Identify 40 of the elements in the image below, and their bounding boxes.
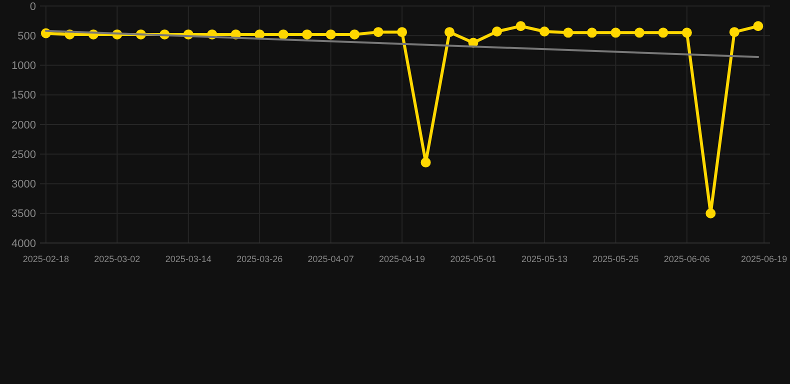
y-tick-label: 1000 (12, 60, 36, 72)
point (563, 28, 574, 38)
y-tick-label: 4000 (12, 238, 36, 250)
point (444, 27, 455, 38)
y-tick-label: 2000 (12, 119, 36, 132)
x-tick-label: 2025-03-14 (165, 254, 212, 264)
point (610, 28, 621, 38)
x-tick-label: 2025-02-18 (22, 254, 69, 264)
x-tick-label: 2025-06-19 (741, 254, 788, 264)
point (350, 29, 360, 40)
point (373, 27, 384, 38)
x-tick-label: 2025-05-01 (450, 254, 496, 264)
point (729, 27, 740, 38)
point (302, 29, 312, 40)
x-tick-label: 2025-03-26 (236, 254, 283, 264)
y-tick-label: 2500 (12, 148, 36, 161)
x-tick-label: 2025-06-06 (664, 254, 710, 264)
point (586, 28, 597, 38)
point (397, 27, 408, 38)
x-tick-label: 2025-04-19 (379, 254, 426, 264)
y-tick-label: 500 (18, 30, 36, 42)
point (539, 26, 550, 36)
point (516, 21, 526, 32)
x-tick-label: 2025-05-25 (592, 254, 639, 264)
point (420, 157, 431, 168)
point (753, 21, 764, 32)
point (634, 28, 644, 38)
x-tick-label: 2025-05-13 (521, 254, 568, 264)
y-tick-label: 1500 (12, 90, 36, 102)
point (658, 28, 668, 38)
point (682, 28, 692, 38)
y-tick-label: 3000 (12, 178, 36, 191)
point (326, 29, 336, 40)
y-tick-label: 0 (30, 0, 36, 13)
x-tick-label: 2025-03-02 (94, 254, 140, 264)
x-tick-label: 2025-04-07 (308, 254, 354, 264)
y-tick-label: 3500 (12, 208, 36, 220)
point (706, 208, 716, 218)
point (492, 26, 502, 36)
point (278, 29, 288, 40)
